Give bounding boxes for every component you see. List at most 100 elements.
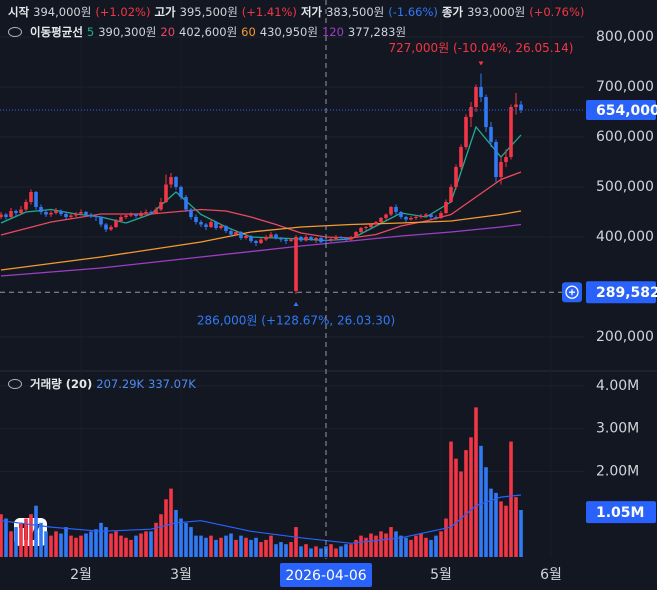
candle-body (139, 213, 143, 216)
volume-bar (274, 544, 278, 557)
volume-bar (29, 514, 33, 557)
legend-change: (-1.66%) (388, 5, 438, 19)
candle-body (34, 192, 38, 207)
candle-body (339, 237, 343, 238)
candle-body (304, 237, 308, 241)
volume-bar (344, 544, 348, 557)
candle-body (259, 239, 263, 243)
volume-bar (374, 535, 378, 557)
last-price-label: 654,000 (596, 103, 657, 119)
volume-bar (34, 505, 38, 557)
candle-body (24, 202, 28, 210)
volume-bar (329, 544, 333, 557)
volume-bar (114, 531, 118, 557)
crosshair-date-label: 2026-04-06 (285, 568, 366, 584)
candle-body (214, 222, 218, 228)
candle-body (334, 237, 338, 239)
candle-body (384, 214, 388, 218)
volume-bar (259, 542, 263, 557)
candle-body (294, 237, 298, 291)
volume-bar (124, 537, 128, 557)
candle-body (164, 184, 168, 202)
volume-bar (499, 501, 503, 557)
add-button-plus (569, 289, 575, 296)
volume-bar (359, 535, 363, 557)
y-tick-label: 500,000 (596, 179, 654, 195)
volume-bar (249, 539, 253, 557)
volume-bar (189, 527, 193, 557)
candle-body (274, 234, 278, 238)
volume-legend-value: 337.07K (148, 377, 196, 391)
candle-body (219, 226, 223, 228)
volume-bar (399, 535, 403, 557)
volume-bar (204, 537, 208, 557)
volume-bar (494, 492, 498, 557)
volume-bar (229, 533, 233, 557)
volume-bar (74, 537, 78, 557)
candle-body (4, 214, 8, 217)
ma-value: 377,283원 (347, 25, 407, 39)
volume-bar (129, 539, 133, 557)
volume-bar (134, 535, 138, 557)
volume-bar (314, 546, 318, 557)
volume-bar (14, 527, 18, 557)
volume-bar (254, 537, 258, 557)
volume-bar (479, 445, 483, 557)
annotation-text: 286,000원 (+128.67%, 26.03.30) (197, 314, 395, 328)
candle-body (129, 214, 133, 216)
candle-body (284, 239, 288, 241)
volume-bar (54, 531, 58, 557)
volume-bar (24, 518, 28, 557)
y-tick-label: 800,000 (596, 29, 654, 45)
volume-ma-line (0, 494, 522, 544)
candle-body (79, 212, 83, 214)
volume-title: 거래량 (20) (30, 377, 93, 391)
volume-bar (319, 548, 323, 557)
volume-bar (294, 527, 298, 557)
volume-bar (64, 527, 68, 557)
volume-bar (484, 467, 488, 557)
candle-body (364, 227, 368, 228)
candle-body (99, 217, 103, 225)
volume-bar (184, 522, 188, 557)
candle-body (349, 237, 353, 240)
volume-bar (504, 505, 508, 557)
candle-body (359, 228, 363, 232)
candle-body (204, 224, 208, 227)
candle-body (439, 213, 443, 218)
volume-bar (99, 522, 103, 557)
volume-legend-value: 207.29K (96, 377, 145, 391)
volume-bar (0, 514, 3, 557)
candle-body (314, 238, 318, 240)
volume-bar (119, 535, 123, 557)
y-tick-label: 600,000 (596, 129, 654, 145)
crosshair-add-button[interactable] (562, 282, 582, 303)
candle-body (434, 217, 438, 218)
volume-bar (174, 509, 178, 557)
eye-icon[interactable] (8, 379, 22, 389)
candle-body (489, 127, 493, 142)
annotation-marker (293, 302, 299, 306)
volume-bar (284, 544, 288, 557)
ma-title: 이동평균선 (30, 25, 83, 39)
eye-icon[interactable] (8, 27, 22, 37)
annotation-text: 727,000원 (-10.04%, 26.05.14) (389, 41, 574, 55)
candle-body (414, 217, 418, 218)
ma-period: 20 (160, 25, 176, 39)
crosshair-volume-box (586, 501, 656, 524)
candle-body (354, 232, 358, 237)
candle-body (479, 87, 483, 97)
volume-bar (209, 535, 213, 557)
add-button-icon (565, 285, 579, 299)
candle-body (404, 217, 408, 220)
volume-bar (489, 488, 493, 557)
candle-body (279, 238, 283, 240)
candle-body (0, 214, 3, 217)
volume-bar (234, 539, 238, 557)
candle-body (199, 222, 203, 225)
volume-bar (334, 548, 338, 557)
legend-label: 저가 (300, 5, 323, 19)
candle-body (14, 211, 18, 213)
candle-body (239, 232, 243, 238)
